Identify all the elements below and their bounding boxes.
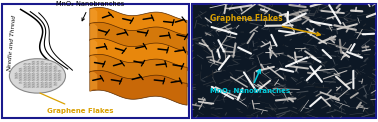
Polygon shape	[90, 24, 97, 41]
Text: Needle and Thread: Needle and Thread	[7, 15, 17, 72]
Polygon shape	[90, 22, 187, 55]
Text: Graphene Flakes: Graphene Flakes	[211, 14, 320, 36]
Circle shape	[9, 59, 65, 93]
Polygon shape	[90, 72, 97, 92]
Text: MnO₂ Nanobranches: MnO₂ Nanobranches	[56, 1, 124, 21]
Polygon shape	[90, 54, 187, 87]
Polygon shape	[90, 40, 97, 58]
Polygon shape	[90, 38, 187, 71]
Text: Graphene Flakes: Graphene Flakes	[40, 93, 114, 114]
Polygon shape	[90, 9, 97, 27]
Polygon shape	[90, 56, 97, 74]
Text: MnO₂ Nanobranches: MnO₂ Nanobranches	[211, 70, 291, 94]
Polygon shape	[90, 71, 187, 105]
Polygon shape	[90, 7, 187, 39]
